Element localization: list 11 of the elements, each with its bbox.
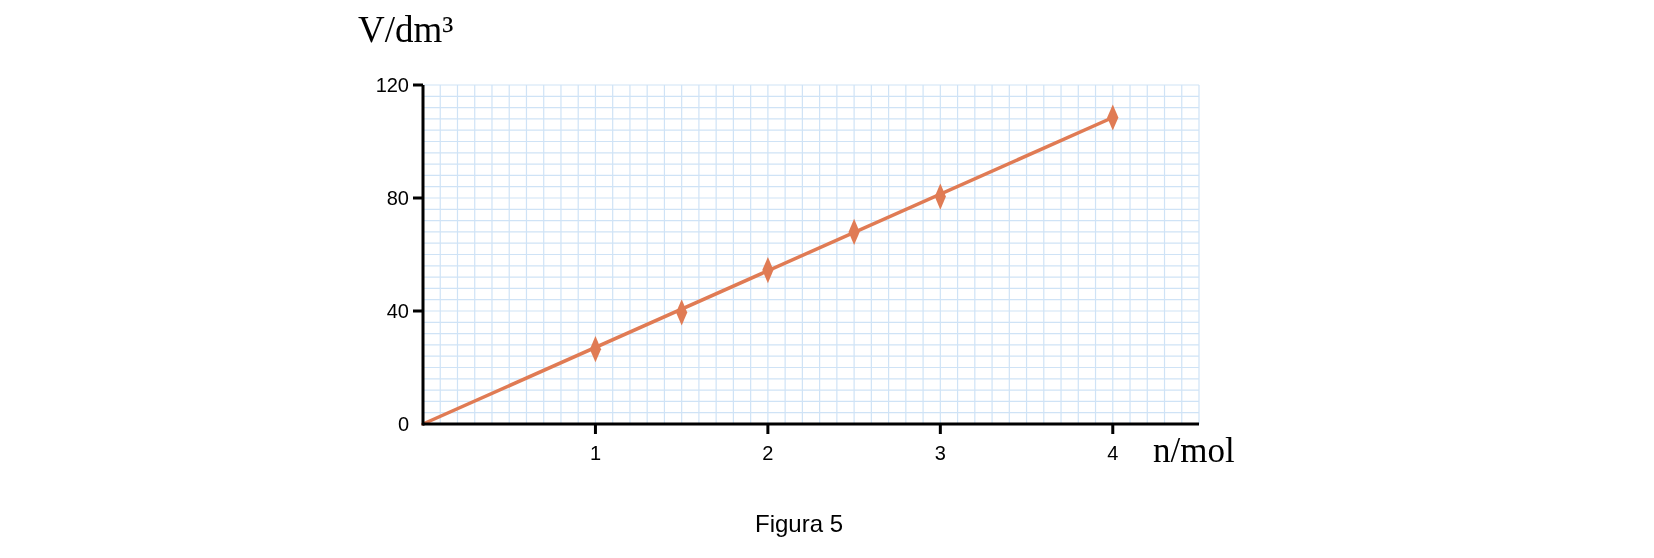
y-tick-label: 120 bbox=[375, 74, 409, 96]
x-tick-label: 4 bbox=[1107, 442, 1119, 464]
y-axis-title: V/dm³ bbox=[358, 9, 454, 50]
y-tick-label: 0 bbox=[397, 413, 409, 435]
y-tick-label: 80 bbox=[386, 187, 409, 209]
y-tick-label: 40 bbox=[386, 300, 409, 322]
x-tick-label: 3 bbox=[934, 442, 946, 464]
x-axis-title: n/mol bbox=[1153, 431, 1235, 470]
x-tick-label: 2 bbox=[762, 442, 774, 464]
x-tick-label: 1 bbox=[589, 442, 602, 464]
text: Figura 5 bbox=[754, 510, 844, 537]
